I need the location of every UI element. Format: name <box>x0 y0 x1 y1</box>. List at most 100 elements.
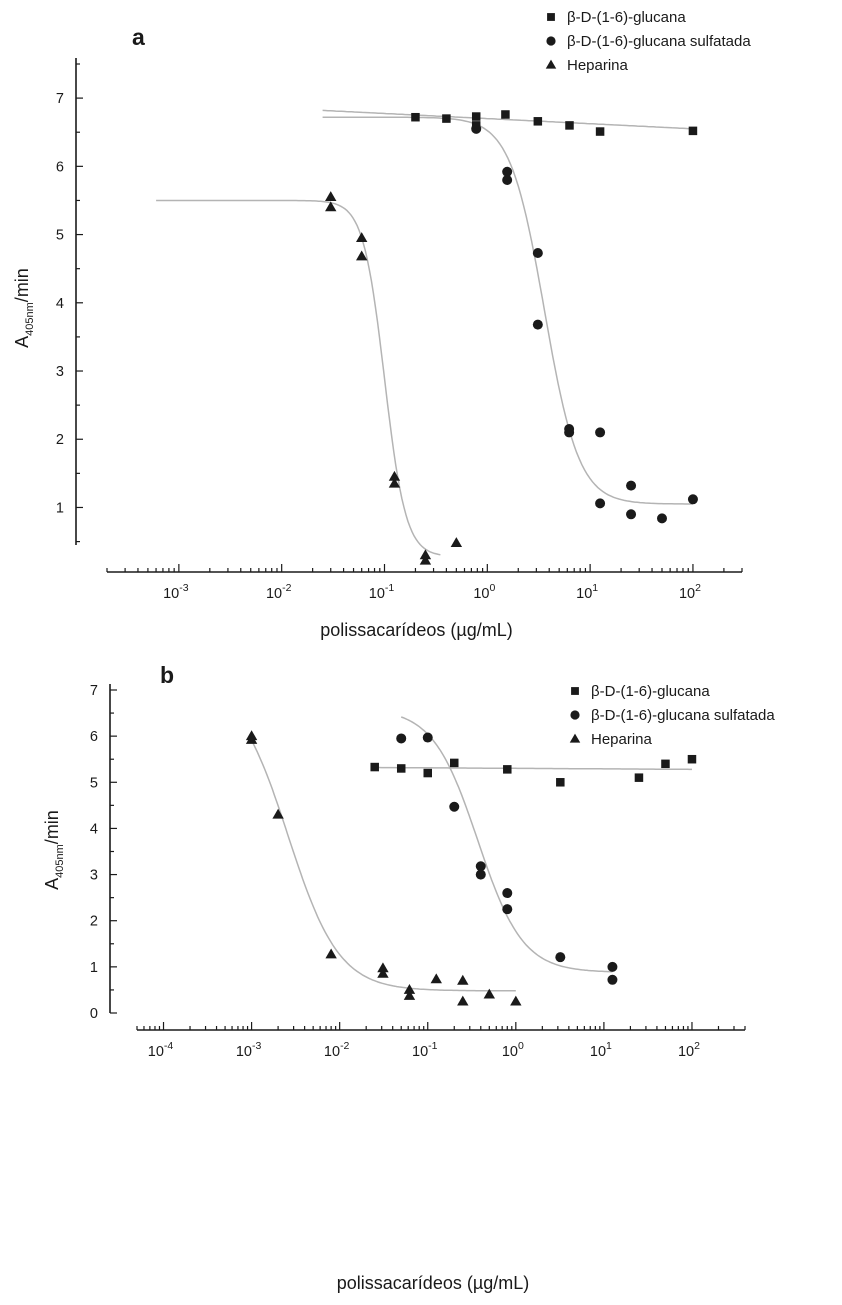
data-point-triangle <box>483 988 496 999</box>
data-point-circle <box>449 801 460 812</box>
y-axis-title-tail: /min <box>12 268 32 302</box>
fit-curve-square <box>322 109 693 130</box>
legend-label: β-D-(1-6)-glucana sulfatada <box>591 707 775 724</box>
x-tick-exponent: 0 <box>518 1040 524 1052</box>
data-point-triangle <box>245 733 258 744</box>
data-point-circle <box>475 869 486 880</box>
x-tick-label: 10-2 <box>324 1040 350 1060</box>
fit-curve-square <box>374 766 692 771</box>
x-tick-base: 10 <box>412 1044 428 1060</box>
x-tick-label: 10-1 <box>412 1040 438 1060</box>
data-point-circle <box>532 319 543 330</box>
data-point-square <box>688 126 698 136</box>
data-point-circle <box>626 509 637 520</box>
data-point-square <box>442 114 451 123</box>
data-point-square <box>565 121 574 130</box>
y-tick-label: 5 <box>56 228 64 244</box>
x-tick-base: 10 <box>502 1044 518 1060</box>
x-tick-label: 10-2 <box>266 582 292 602</box>
legend-marker-square <box>547 13 555 21</box>
legend-label: Heparina <box>567 57 629 74</box>
x-tick-label: 102 <box>679 582 701 602</box>
data-point-circle <box>502 888 513 899</box>
y-tick-label: 1 <box>56 500 64 516</box>
x-tick-base: 10 <box>148 1044 164 1060</box>
data-point-circle <box>471 123 482 134</box>
data-point-triangle <box>272 808 284 819</box>
y-tick-label: 0 <box>90 1006 98 1022</box>
fit-curve-triangle <box>250 740 516 992</box>
fit-curve-circle <box>400 716 613 973</box>
y-tick-label: 7 <box>90 683 98 699</box>
y-tick-label: 2 <box>90 914 98 930</box>
y-tick-label: 5 <box>90 775 98 791</box>
data-point-triangle <box>325 191 337 202</box>
data-point-circle <box>502 904 513 915</box>
data-point-triangle <box>457 974 469 985</box>
x-tick-exponent: -2 <box>340 1040 349 1052</box>
x-tick-base: 10 <box>163 586 179 602</box>
y-axis-title: A405nm/min <box>12 268 36 348</box>
data-point-square <box>501 110 510 119</box>
data-point-circle <box>607 961 618 972</box>
data-point-triangle <box>325 948 337 959</box>
y-tick-label: 1 <box>90 960 98 976</box>
x-axis-title: polissacarídeos (µg/mL) <box>337 1273 529 1293</box>
data-point-square <box>396 764 406 773</box>
y-tick-label: 6 <box>56 159 64 175</box>
data-point-triangle <box>355 250 368 261</box>
x-tick-base: 10 <box>679 586 695 602</box>
data-point-square <box>634 773 644 782</box>
data-point-circle <box>564 427 575 438</box>
data-point-triangle <box>419 554 432 565</box>
data-point-square <box>423 768 432 778</box>
x-tick-exponent: -4 <box>164 1040 173 1052</box>
panel-label: b <box>160 662 174 688</box>
data-point-circle <box>555 952 566 963</box>
fit-curve-circle <box>322 116 693 505</box>
y-tick-label: 3 <box>90 868 98 884</box>
data-point-square <box>661 759 670 769</box>
data-point-circle <box>422 732 433 743</box>
data-point-square <box>370 762 379 772</box>
x-tick-exponent: 2 <box>695 582 701 594</box>
legend: β-D-(1-6)-glucana β-D-(1-6)-glucana sulfa… <box>545 9 751 74</box>
x-tick-base: 10 <box>266 586 282 602</box>
x-tick-label: 102 <box>678 1040 700 1060</box>
data-point-triangle <box>450 537 463 547</box>
x-tick-exponent: -3 <box>252 1040 261 1052</box>
x-tick-base: 10 <box>324 1044 340 1060</box>
x-axis-title: polissacarídeos (µg/mL) <box>320 620 512 640</box>
legend-marker-circle <box>546 36 556 46</box>
x-tick-exponent: -1 <box>428 1040 437 1052</box>
legend-marker-circle <box>570 710 580 720</box>
x-tick-exponent: -1 <box>385 582 394 594</box>
x-tick-base: 10 <box>576 586 592 602</box>
y-tick-label: 4 <box>56 296 64 312</box>
legend-label: β-D-(1-6)-glucana sulfatada <box>567 33 751 50</box>
y-tick-label: 4 <box>90 821 98 837</box>
x-tick-label: 10-3 <box>236 1040 262 1060</box>
panel-label: a <box>132 24 145 50</box>
y-axis-title-tail: /min <box>42 810 62 844</box>
y-axis-title-subscript: 405nm <box>24 302 36 336</box>
data-point-triangle <box>388 477 401 488</box>
y-tick-label: 3 <box>56 364 64 380</box>
data-point-square <box>533 117 543 126</box>
legend-marker-triangle <box>545 59 557 69</box>
x-tick-base: 10 <box>236 1044 252 1060</box>
data-point-circle <box>595 498 606 509</box>
x-tick-label: 101 <box>576 582 598 602</box>
x-tick-exponent: -2 <box>282 582 291 594</box>
legend-label: β-D-(1-6)-glucana <box>567 9 686 26</box>
y-tick-label: 2 <box>56 432 64 448</box>
data-point-circle <box>687 494 698 505</box>
legend: β-D-(1-6)-glucana β-D-(1-6)-glucana sulfa… <box>569 683 775 748</box>
x-tick-exponent: 2 <box>694 1040 700 1052</box>
x-tick-exponent: 1 <box>592 582 598 594</box>
data-point-triangle <box>355 232 368 242</box>
y-tick-label: 6 <box>90 729 98 745</box>
legend-label: Heparina <box>591 731 653 748</box>
